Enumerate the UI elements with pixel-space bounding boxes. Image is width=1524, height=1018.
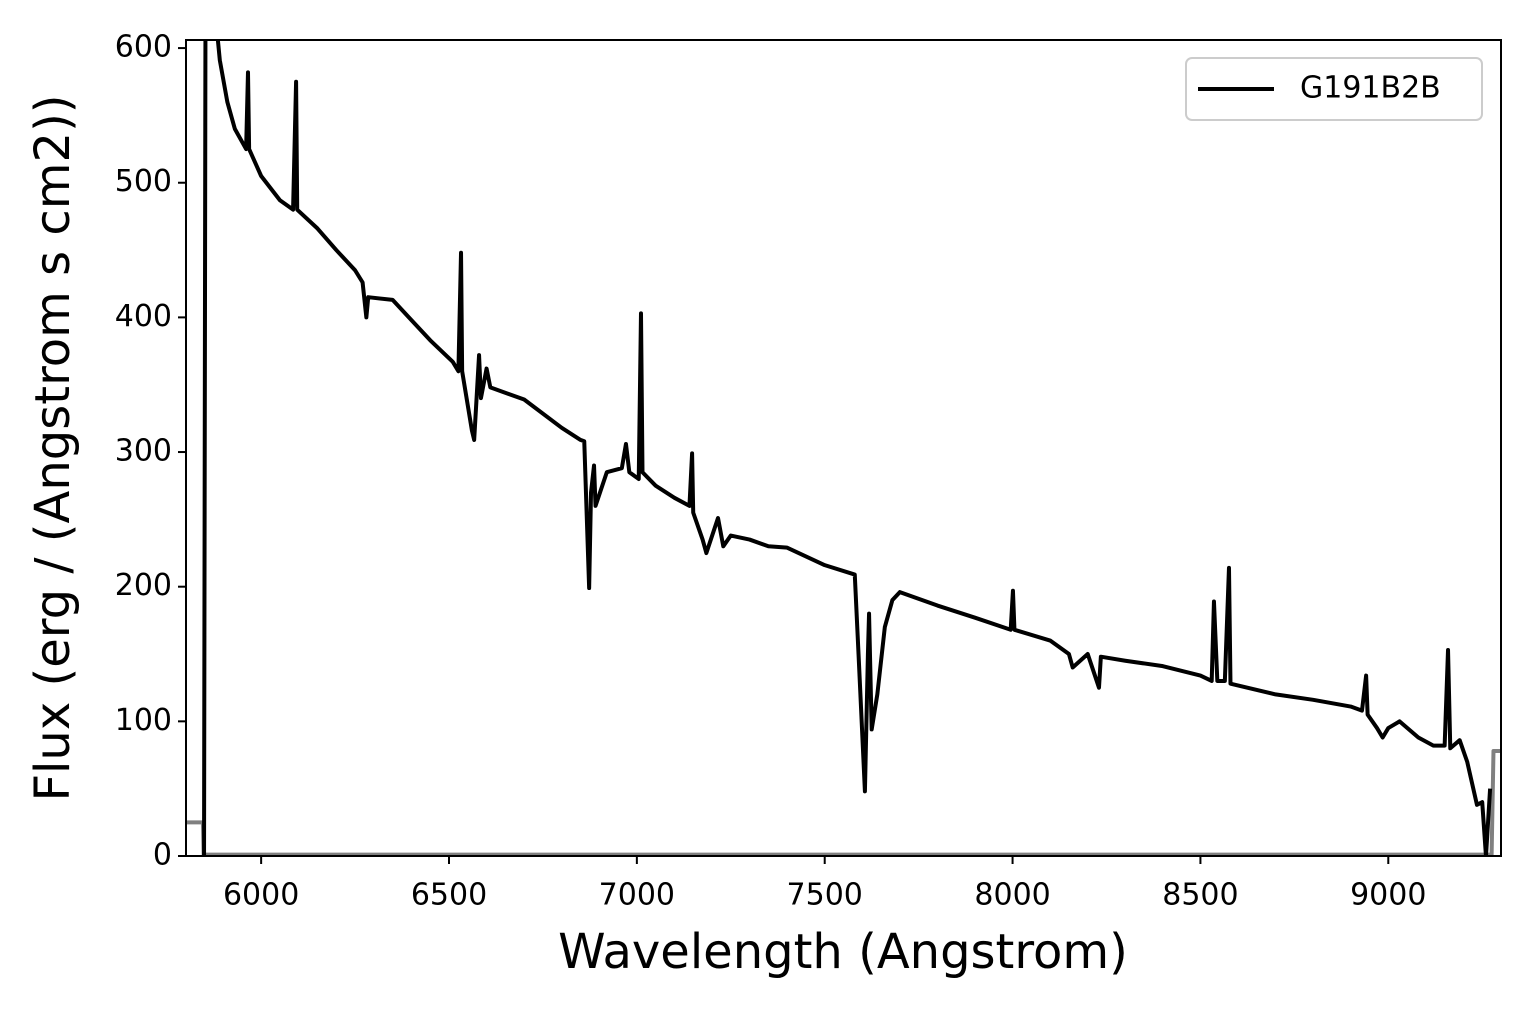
- legend-label: G191B2B: [1300, 71, 1441, 106]
- x-axis-label: Wavelength (Angstrom): [558, 924, 1128, 980]
- series-line: [202, 40, 1493, 856]
- legend-box: [1185, 57, 1483, 121]
- y-tick-label: 600: [115, 30, 172, 65]
- x-tick-label: 6500: [411, 878, 487, 913]
- series-line: [186, 748, 1501, 856]
- y-tick-label: 100: [115, 703, 172, 738]
- x-tick-label: 8500: [1162, 878, 1238, 913]
- y-axis-label: Flux (erg / (Angstrom s cm2)): [25, 94, 81, 801]
- y-tick-label: 0: [153, 838, 172, 873]
- x-tick-label: 7500: [787, 878, 863, 913]
- y-tick-label: 200: [115, 568, 172, 603]
- y-tick-label: 300: [115, 434, 172, 469]
- plot-frame: [185, 39, 1502, 857]
- x-tick-label: 9000: [1350, 878, 1426, 913]
- x-tick-label: 8000: [974, 878, 1050, 913]
- y-tick-label: 400: [115, 299, 172, 334]
- plot-area: [186, 40, 1501, 856]
- y-tick-label: 500: [115, 164, 172, 199]
- x-tick-label: 7000: [599, 878, 675, 913]
- x-tick-label: 6000: [223, 878, 299, 913]
